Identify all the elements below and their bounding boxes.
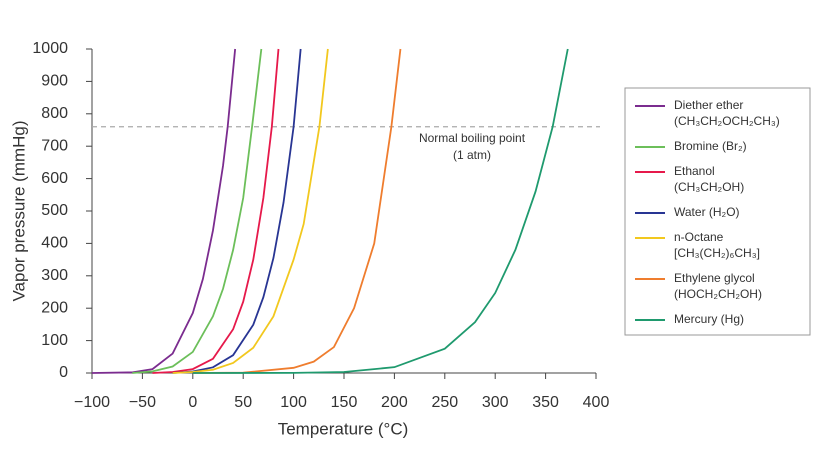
y-tick-label: 800: [41, 105, 68, 122]
legend-box: [624, 87, 811, 336]
y-tick-label: 100: [41, 332, 68, 349]
x-tick-label: 350: [532, 394, 559, 411]
x-tick-label: 100: [280, 394, 307, 411]
series-line: [152, 48, 280, 374]
x-tick-label: 200: [381, 394, 408, 411]
series-line: [172, 48, 302, 374]
y-tick-label: 1000: [32, 40, 68, 57]
y-tick-label: 500: [41, 202, 68, 219]
x-tick-label: 400: [583, 394, 610, 411]
legend-formula: [CH₃(CH₂)₆CH₃]: [674, 246, 760, 260]
x-tick-label: −50: [129, 394, 156, 411]
x-tick-label: 250: [431, 394, 458, 411]
annotation: Normal boiling point: [419, 131, 526, 145]
x-tick-label: −100: [74, 394, 110, 411]
legend-label: Ethanol: [674, 164, 715, 178]
legend-label: Bromine (Br₂): [674, 139, 747, 153]
legend-formula: (HOCH₂CH₂OH): [674, 287, 762, 301]
legend-label: Water (H₂O): [674, 205, 740, 219]
x-tick-label: 300: [482, 394, 509, 411]
legend-label: Mercury (Hg): [674, 312, 744, 326]
legend-formula: (CH₃CH₂OH): [674, 180, 744, 194]
legend-formula: (CH₃CH₂OCH₂CH₃): [674, 114, 780, 128]
y-tick-label: 900: [41, 73, 68, 90]
x-axis-title: Temperature (°C): [278, 419, 409, 438]
x-tick-label: 150: [331, 394, 358, 411]
x-tick-label: 50: [234, 394, 252, 411]
y-tick-label: 600: [41, 170, 68, 187]
legend-label: n-Octane: [674, 230, 724, 244]
y-axis-title: Vapor pressure (mmHg): [9, 120, 28, 301]
y-tick-label: 700: [41, 137, 68, 154]
x-tick-label: 0: [188, 394, 197, 411]
series-line: [172, 48, 329, 374]
series-line: [192, 48, 402, 374]
series-line: [192, 48, 569, 374]
annotation: (1 atm): [453, 148, 491, 162]
y-tick-label: 400: [41, 235, 68, 252]
y-tick-label: 200: [41, 299, 68, 316]
series-line: [132, 48, 263, 374]
legend-label: Ethylene glycol: [674, 271, 755, 285]
y-tick-label: 0: [59, 364, 68, 381]
y-tick-label: 300: [41, 267, 68, 284]
series-line: [91, 48, 237, 374]
legend-label: Diether ether: [674, 98, 743, 112]
